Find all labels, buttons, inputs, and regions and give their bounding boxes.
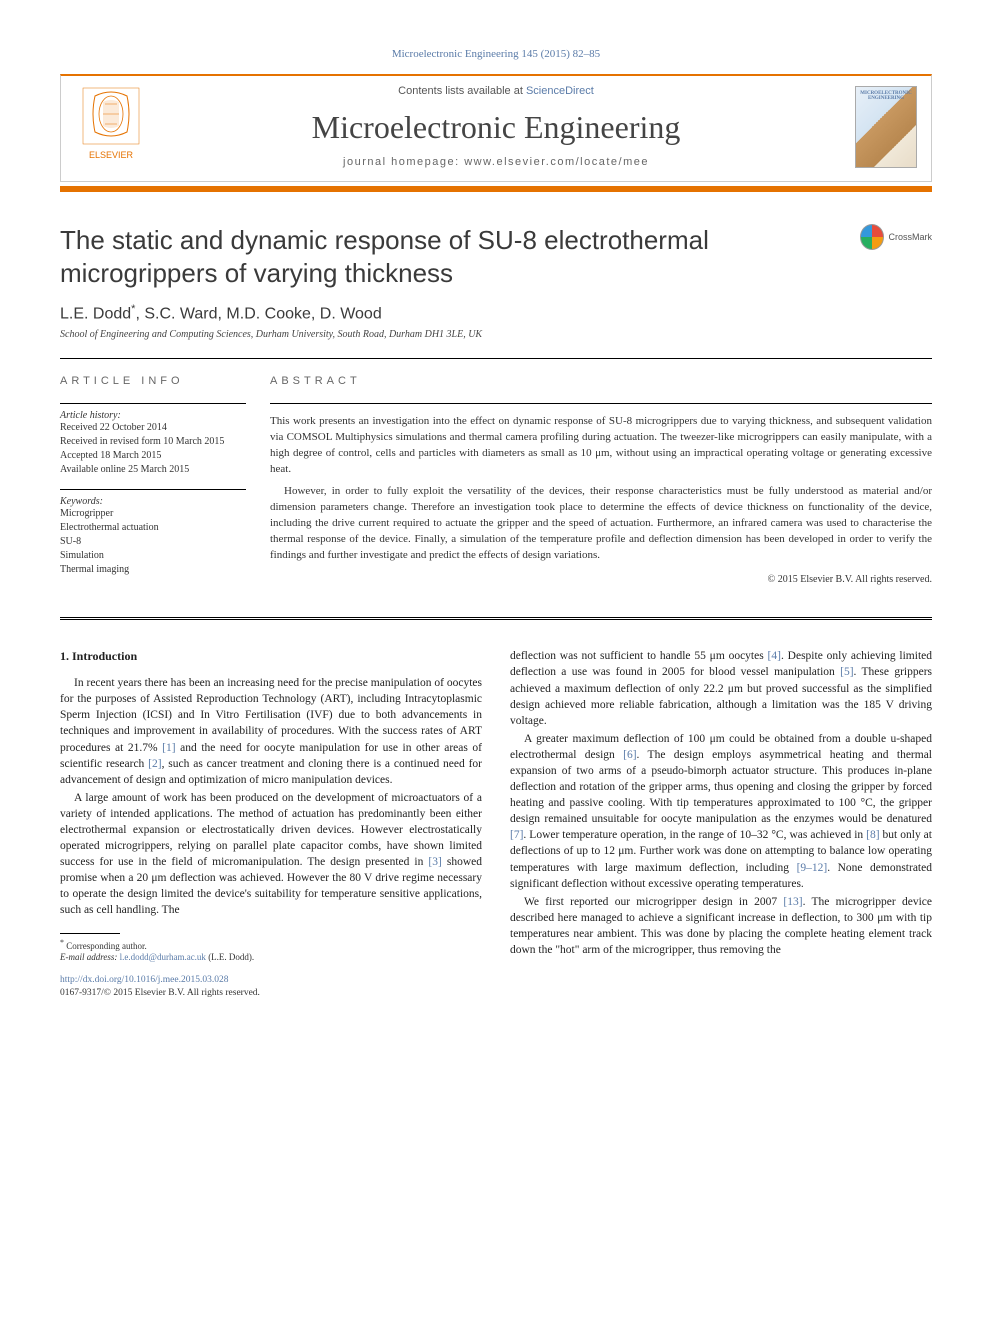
article-title: The static and dynamic response of SU-8 …	[60, 224, 844, 289]
email-footnote: E-mail address: l.e.dodd@durham.ac.uk (L…	[60, 952, 482, 964]
ref-link-1[interactable]: [1]	[162, 742, 175, 754]
intro-paragraph-4: We first reported our microgripper desig…	[510, 894, 932, 958]
crossmark-icon	[860, 224, 884, 250]
ref-link-5[interactable]: [5]	[840, 666, 853, 678]
keywords-heading: Keywords:	[60, 496, 246, 507]
abstract-top-rule	[270, 403, 932, 404]
body-column-left: 1. Introduction In recent years there ha…	[60, 648, 482, 1000]
intro-paragraph-2-cont: deflection was not sufficient to handle …	[510, 648, 932, 728]
journal-name: Microelectronic Engineering	[165, 109, 827, 146]
affiliation: School of Engineering and Computing Scie…	[60, 329, 932, 340]
abstract-label: abstract	[270, 375, 932, 387]
article-info-column: article info Article history: Received 2…	[60, 375, 270, 589]
doi-block: http://dx.doi.org/10.1016/j.mee.2015.03.…	[60, 974, 482, 1001]
issn-copyright-line: 0167-9317/© 2015 Elsevier B.V. All right…	[60, 987, 482, 1000]
keyword-3: SU-8	[60, 535, 246, 549]
history-heading: Article history:	[60, 410, 246, 421]
authors-rest: , S.C. Ward, M.D. Cooke, D. Wood	[135, 305, 381, 322]
top-rule	[60, 358, 932, 359]
abstract-paragraph-2: However, in order to fully exploit the v…	[270, 484, 932, 564]
keyword-2: Electrothermal actuation	[60, 521, 246, 535]
intro-paragraph-1: In recent years there has been an increa…	[60, 675, 482, 788]
top-citation: Microelectronic Engineering 145 (2015) 8…	[60, 48, 932, 60]
abstract-paragraph-1: This work presents an investigation into…	[270, 414, 932, 478]
online-date: Available online 25 March 2015	[60, 463, 246, 477]
footnote-rule	[60, 933, 120, 934]
intro-paragraph-2: A large amount of work has been produced…	[60, 790, 482, 919]
body-column-right: deflection was not sufficient to handle …	[510, 648, 932, 1000]
copyright-line: © 2015 Elsevier B.V. All rights reserved…	[270, 574, 932, 585]
ref-link-7[interactable]: [7]	[510, 829, 523, 841]
crossmark-badge[interactable]: CrossMark	[860, 224, 932, 250]
orange-divider	[60, 186, 932, 192]
corresponding-author-footnote: * Corresponding author.	[60, 938, 482, 953]
journal-homepage: journal homepage: www.elsevier.com/locat…	[165, 156, 827, 168]
received-date: Received 22 October 2014	[60, 421, 246, 435]
intro-paragraph-3: A greater maximum deflection of 100 μm c…	[510, 731, 932, 892]
accepted-date: Accepted 18 March 2015	[60, 449, 246, 463]
email-label: E-mail address:	[60, 952, 120, 962]
svg-text:ELSEVIER: ELSEVIER	[89, 150, 134, 160]
authors-list: L.E. Dodd*, S.C. Ward, M.D. Cooke, D. Wo…	[60, 303, 932, 323]
journal-cover-thumbnail	[855, 86, 917, 168]
journal-banner: ELSEVIER Contents lists available at Sci…	[60, 74, 932, 182]
publisher-logo-block: ELSEVIER	[75, 84, 165, 169]
ref-link-4[interactable]: [4]	[768, 650, 781, 662]
doi-link[interactable]: http://dx.doi.org/10.1016/j.mee.2015.03.…	[60, 974, 482, 987]
ref-link-2[interactable]: [2]	[148, 758, 161, 770]
sciencedirect-link[interactable]: ScienceDirect	[526, 85, 594, 97]
author-email-link[interactable]: l.e.dodd@durham.ac.uk	[120, 952, 206, 962]
keyword-4: Simulation	[60, 549, 246, 563]
ref-link-3[interactable]: [3]	[428, 856, 441, 868]
homepage-url[interactable]: www.elsevier.com/locate/mee	[464, 156, 649, 168]
contents-available-text: Contents lists available at ScienceDirec…	[165, 85, 827, 97]
elsevier-logo: ELSEVIER	[75, 84, 147, 164]
section-1-heading: 1. Introduction	[60, 648, 482, 665]
ref-link-13[interactable]: [13]	[783, 896, 802, 908]
revised-date: Received in revised form 10 March 2015	[60, 435, 246, 449]
ref-link-8[interactable]: [8]	[866, 829, 879, 841]
homepage-prefix: journal homepage:	[343, 156, 464, 168]
contents-prefix: Contents lists available at	[398, 85, 526, 97]
keyword-1: Microgripper	[60, 507, 246, 521]
author-1: L.E. Dodd	[60, 305, 131, 322]
abstract-column: abstract This work presents an investiga…	[270, 375, 932, 589]
double-rule-divider	[60, 617, 932, 620]
body-two-column: 1. Introduction In recent years there ha…	[60, 648, 932, 1000]
article-info-label: article info	[60, 375, 246, 387]
ref-link-6[interactable]: [6]	[623, 749, 636, 761]
keyword-5: Thermal imaging	[60, 563, 246, 577]
ref-link-9-12[interactable]: [9–12]	[797, 862, 828, 874]
crossmark-label: CrossMark	[888, 232, 932, 242]
